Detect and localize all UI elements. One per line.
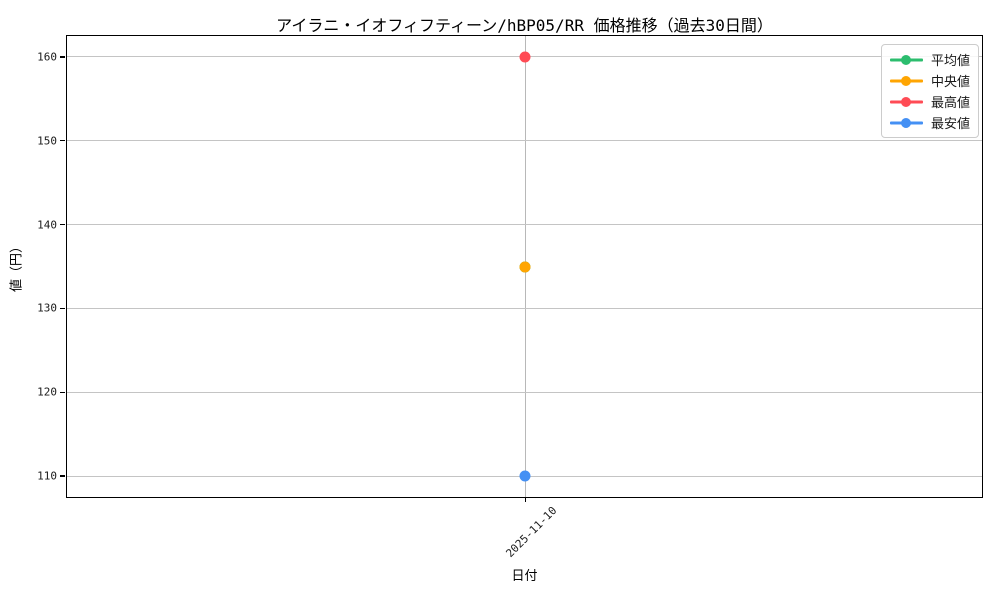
x-tick-mark [524,497,526,502]
data-point-min [519,470,530,482]
y-tick-label: 150 [37,134,57,148]
plot-area: 160 150 140 130 120 110 2025-11-10 [37,35,983,560]
y-tick-label: 140 [37,218,57,232]
y-axis-label: 値（円） [9,239,25,293]
y-gridline [67,307,982,309]
y-gridline [67,224,982,226]
x-tick-label: 2025-11-10 [503,504,560,561]
legend-marker-min-icon [889,117,923,129]
y-tick-mark [60,475,65,477]
legend-entry-median: 中央値 [889,70,970,91]
legend-label-max: 最高値 [930,96,970,111]
legend-label-mean: 平均値 [930,54,970,69]
y-tick-label: 130 [37,301,57,315]
y-tick-label: 110 [37,469,57,483]
x-axis-label: 日付 [511,569,538,584]
y-tick-label: 120 [37,385,57,399]
legend: 平均値 中央値 最高値 最安値 [880,44,979,138]
legend-label-median: 中央値 [930,75,970,90]
data-point-max [519,51,530,63]
legend-entry-mean: 平均値 [889,49,970,70]
y-tick-mark [60,56,65,58]
y-tick-mark [60,307,65,309]
legend-marker-max-icon [889,96,923,108]
legend-entry-min: 最安値 [889,112,970,133]
legend-marker-median-icon [889,75,923,87]
y-tick-mark [60,391,65,393]
chart-title: アイラニ・イオフィフティーン/hBP05/RR 価格推移（過去30日間） [276,16,773,35]
y-tick-mark [60,223,65,226]
legend-label-min: 最安値 [930,117,970,132]
legend-marker-mean-icon [889,54,923,66]
y-tick-mark [60,140,65,142]
y-gridline [67,391,982,393]
data-point-median [519,261,530,272]
y-tick-label: 160 [37,50,57,64]
legend-entry-max: 最高値 [889,91,970,112]
y-gridline [67,140,982,142]
